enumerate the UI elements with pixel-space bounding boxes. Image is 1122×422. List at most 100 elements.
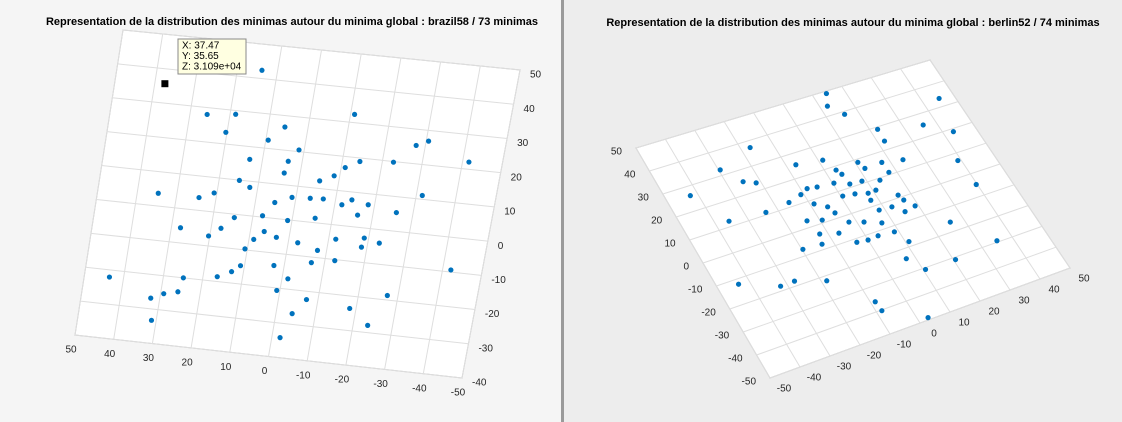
point — [900, 157, 906, 163]
point — [819, 241, 825, 247]
x-tick-label: -30 — [837, 362, 852, 373]
point — [798, 192, 804, 198]
grid-line — [151, 37, 203, 344]
point — [950, 129, 957, 135]
y-tick-label: 30 — [517, 138, 529, 149]
point — [204, 111, 210, 118]
point — [289, 311, 295, 317]
x-tick-label: -20 — [335, 375, 350, 386]
grid-line — [384, 61, 442, 370]
chart-title: Representation de la distribution des mi… — [606, 17, 1099, 29]
point — [852, 191, 858, 197]
point — [859, 178, 865, 184]
point — [271, 262, 277, 269]
y-tick-label: 0 — [498, 241, 504, 252]
point — [303, 296, 310, 303]
grid-line — [461, 69, 521, 379]
point — [317, 178, 323, 184]
point — [886, 169, 892, 175]
point — [833, 167, 839, 173]
datatip-line: Z: 3.109e+04 — [182, 62, 242, 73]
point — [196, 194, 202, 201]
point — [876, 207, 882, 213]
point — [357, 158, 363, 165]
point — [895, 192, 901, 198]
point — [875, 233, 881, 239]
point — [259, 67, 265, 73]
point — [349, 197, 355, 203]
point — [175, 289, 181, 295]
point — [902, 209, 908, 215]
point — [285, 276, 291, 282]
grid-line — [676, 121, 973, 218]
grid-line — [74, 29, 124, 336]
point — [936, 95, 942, 102]
point — [320, 196, 326, 202]
point — [295, 240, 301, 246]
grid-line — [112, 97, 508, 139]
point — [331, 173, 337, 179]
point — [825, 204, 831, 210]
point — [889, 204, 895, 210]
point — [285, 217, 291, 224]
x-tick-label: -10 — [296, 370, 311, 381]
point — [901, 197, 907, 203]
point — [947, 219, 953, 225]
point — [376, 240, 382, 246]
point — [800, 246, 806, 252]
x-tick-label: 40 — [104, 349, 116, 360]
point — [912, 203, 918, 209]
point — [791, 278, 798, 284]
grid-line — [635, 59, 931, 149]
point — [740, 179, 746, 185]
point — [419, 192, 425, 199]
point — [906, 238, 912, 245]
x-tick-label: 50 — [1078, 274, 1090, 285]
point — [872, 299, 878, 305]
point — [920, 122, 926, 128]
point — [839, 171, 845, 177]
datatip-marker — [161, 80, 169, 88]
y-tick-label: 0 — [683, 262, 689, 273]
point — [148, 317, 155, 323]
point — [282, 124, 288, 130]
point — [842, 111, 848, 117]
grid-line — [702, 163, 1001, 264]
y-tick-label: 40 — [524, 104, 536, 115]
point — [836, 230, 842, 236]
point — [251, 236, 257, 243]
point — [106, 274, 113, 280]
point — [155, 190, 161, 196]
y-tick-label: -40 — [728, 354, 743, 365]
point — [466, 159, 472, 165]
y-tick-label: -10 — [491, 275, 506, 286]
point — [148, 295, 154, 301]
point — [877, 177, 883, 183]
window-separator — [561, 0, 564, 422]
grid-line — [716, 184, 1015, 287]
point — [804, 218, 810, 224]
point — [277, 335, 283, 341]
grid-line — [122, 29, 521, 71]
x-tick-label: -20 — [867, 351, 882, 362]
grid-line — [90, 232, 482, 276]
point — [891, 229, 897, 235]
grid-line — [306, 53, 362, 361]
grid-line — [113, 33, 164, 340]
y-tick-label: -50 — [742, 377, 757, 388]
x-tick-label: 30 — [143, 353, 155, 364]
x-tick-label: 20 — [182, 358, 194, 369]
point — [811, 201, 817, 207]
y-tick-label: -20 — [701, 308, 716, 319]
point — [333, 236, 339, 242]
point — [259, 213, 266, 219]
point — [922, 266, 929, 273]
point — [854, 239, 860, 245]
point — [314, 247, 321, 254]
point — [233, 111, 239, 117]
point — [425, 138, 432, 144]
y-tick-label: 10 — [664, 239, 676, 250]
point — [873, 187, 879, 193]
point — [223, 129, 229, 135]
y-tick-label: 20 — [511, 172, 523, 183]
